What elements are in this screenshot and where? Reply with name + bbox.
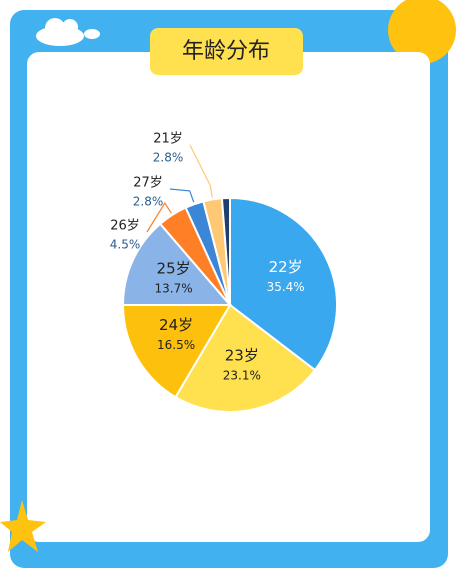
slice-label: 22岁 xyxy=(269,258,303,276)
slice-label: 26岁 xyxy=(110,219,140,234)
slice-label: 23岁 xyxy=(225,346,259,364)
slice-label: 21岁 xyxy=(153,132,183,147)
slice-label: 25岁 xyxy=(157,260,191,278)
title-box xyxy=(150,28,303,75)
pie-slice xyxy=(220,196,231,306)
slice-label: 24岁 xyxy=(159,316,193,334)
slice-value-label: 13.7% xyxy=(155,282,193,296)
pie-slice xyxy=(229,196,338,372)
leader-line xyxy=(189,144,213,198)
star xyxy=(0,500,46,552)
slice-value-label: 2.8% xyxy=(153,151,184,165)
sun xyxy=(388,0,456,64)
chart-title: 年龄分布 xyxy=(182,39,270,64)
pie-slice xyxy=(174,303,317,413)
slice-value-label: 16.5% xyxy=(157,338,195,352)
leader-line xyxy=(146,201,172,233)
slice-label: 27岁 xyxy=(133,176,163,191)
pie-slice xyxy=(121,222,233,306)
slice-value-label: 4.5% xyxy=(110,238,141,252)
slice-value-label: 35.4% xyxy=(267,280,305,294)
slice-value-label: 2.8% xyxy=(133,195,164,209)
leader-line xyxy=(169,188,195,203)
pie-slice xyxy=(121,304,232,399)
cloud xyxy=(36,18,100,46)
slice-value-label: 23.1% xyxy=(223,368,261,382)
